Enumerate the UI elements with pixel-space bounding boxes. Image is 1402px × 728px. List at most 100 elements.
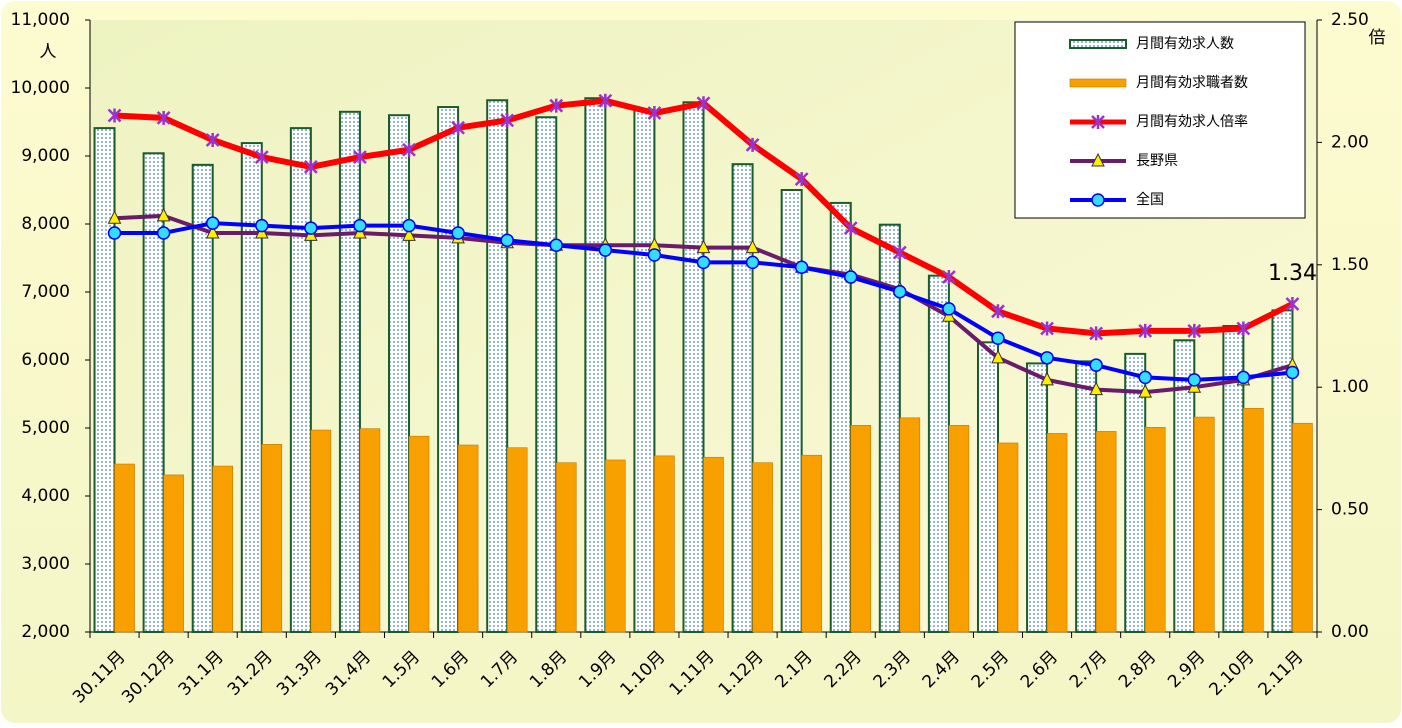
line-marker	[304, 221, 318, 235]
bar	[555, 462, 577, 633]
bar	[829, 201, 852, 633]
y2-tick-label: 2.50	[1331, 10, 1369, 30]
line-marker	[991, 331, 1005, 345]
bar	[163, 474, 184, 633]
bar	[703, 456, 724, 633]
bar	[899, 417, 921, 633]
line-marker	[991, 349, 1005, 364]
line-marker	[745, 137, 760, 152]
y-tick-label: 7,000	[21, 282, 70, 302]
bar	[212, 465, 233, 633]
y-tick-label: 5,000	[21, 418, 70, 438]
bar	[191, 163, 214, 633]
data-label: 1.34	[1268, 261, 1317, 286]
bar	[1194, 416, 1215, 633]
line-marker	[1040, 321, 1054, 336]
line-marker	[1236, 321, 1251, 336]
bar	[1243, 407, 1264, 633]
bar	[1144, 427, 1166, 633]
line-marker	[1091, 115, 1105, 129]
bar	[114, 463, 135, 633]
bar	[437, 106, 460, 634]
legend-label: 月間有効求人倍率	[1136, 114, 1248, 130]
legend-label: 月間有効求職者数	[1136, 75, 1248, 91]
line-marker	[1089, 381, 1103, 396]
bar	[584, 97, 607, 633]
line-marker	[1138, 383, 1153, 398]
y2-axis-label: 倍	[1369, 28, 1386, 48]
line-marker	[794, 260, 809, 274]
line-marker	[255, 218, 269, 233]
line-marker	[500, 113, 515, 128]
line-marker	[549, 98, 564, 113]
y-tick-label: 2,000	[21, 622, 70, 642]
bar	[310, 429, 332, 633]
bar	[408, 435, 430, 633]
line-marker	[205, 224, 220, 239]
y2-tick-label: 1.50	[1331, 255, 1369, 275]
line-marker	[942, 302, 956, 316]
line-marker	[107, 210, 122, 224]
bar	[850, 424, 872, 633]
bar	[1095, 431, 1117, 633]
line-marker	[107, 108, 122, 123]
bar	[731, 163, 754, 633]
line-marker	[942, 270, 956, 285]
line-marker	[156, 110, 171, 125]
line-marker	[1040, 371, 1054, 386]
y-tick-label: 4,000	[21, 486, 70, 506]
bar	[535, 116, 558, 634]
line-marker	[991, 304, 1005, 319]
line-marker	[402, 227, 416, 241]
line-marker	[205, 216, 220, 230]
line-marker	[745, 255, 760, 270]
legend-label: 長野県	[1136, 153, 1178, 169]
line-marker	[303, 159, 318, 174]
legend	[1014, 21, 1306, 219]
y-tick-label: 10,000	[11, 78, 70, 98]
line-marker	[205, 132, 220, 147]
line-marker	[353, 218, 367, 233]
line-marker	[500, 233, 514, 248]
bar	[633, 108, 656, 633]
line-marker	[156, 207, 171, 222]
line-marker	[696, 239, 711, 254]
line-marker	[1285, 365, 1300, 380]
bar	[289, 127, 312, 633]
line-marker	[402, 218, 416, 233]
line-marker	[745, 239, 760, 254]
y2-tick-label: 0.50	[1331, 500, 1369, 520]
bar	[506, 447, 528, 633]
bar	[801, 454, 822, 633]
bar	[1075, 360, 1098, 633]
line-marker	[893, 284, 907, 299]
line-marker	[402, 142, 416, 157]
bar	[927, 274, 950, 633]
y-tick-label: 9,000	[21, 146, 70, 166]
line-marker	[1091, 193, 1105, 207]
line-marker	[107, 226, 122, 240]
line-marker	[598, 243, 613, 257]
bar	[388, 114, 411, 633]
y-axis-label: 人	[40, 42, 57, 62]
line-marker	[1138, 370, 1152, 385]
line-marker	[353, 150, 367, 165]
bar	[142, 152, 165, 633]
y2-tick-label: 1.00	[1331, 377, 1369, 397]
line-marker	[1236, 370, 1251, 385]
y-tick-label: 11,000	[11, 10, 70, 30]
bar	[261, 444, 283, 633]
legend-label: 月間有効求人数	[1136, 36, 1234, 52]
legend-swatch	[1069, 39, 1127, 49]
line-marker	[843, 270, 858, 284]
line-marker	[1285, 296, 1300, 311]
y-tick-label: 3,000	[21, 554, 70, 574]
line-marker	[1138, 323, 1153, 338]
bar	[1046, 433, 1068, 633]
line-marker	[696, 255, 711, 270]
bar	[1292, 422, 1313, 633]
line-marker	[1187, 373, 1202, 387]
line-marker	[647, 248, 662, 262]
